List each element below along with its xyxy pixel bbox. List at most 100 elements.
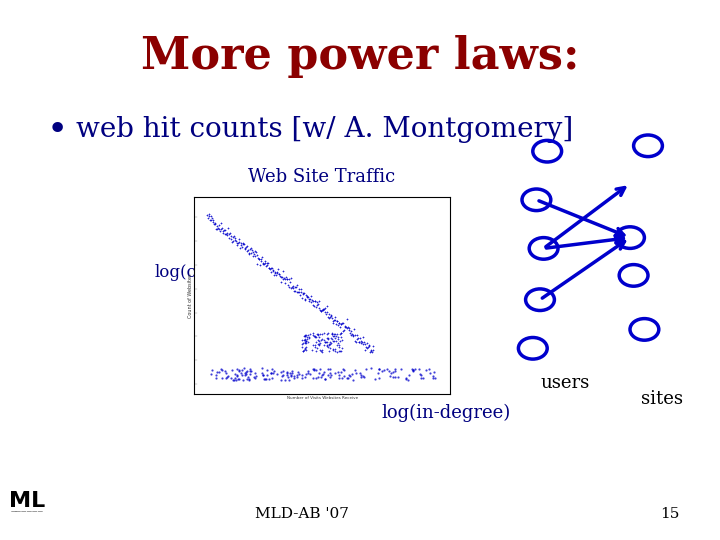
Point [208, 219, 220, 228]
Point [292, 371, 303, 380]
Point [204, 215, 215, 224]
Point [244, 245, 256, 253]
Point [266, 264, 278, 273]
Point [284, 376, 295, 384]
Point [231, 239, 243, 247]
Point [327, 316, 338, 325]
Point [323, 339, 335, 348]
Point [373, 374, 384, 382]
Point [256, 369, 268, 377]
Point [389, 373, 400, 381]
Point [211, 225, 222, 233]
Point [222, 230, 234, 239]
Point [355, 373, 366, 382]
Point [318, 341, 330, 349]
Point [288, 374, 300, 383]
Point [281, 274, 292, 283]
Point [254, 261, 266, 269]
Point [293, 287, 305, 296]
Point [341, 324, 353, 333]
Point [309, 341, 320, 350]
Point [307, 341, 319, 349]
Point [222, 224, 233, 233]
Point [351, 335, 362, 343]
Point [342, 374, 354, 382]
Point [210, 374, 222, 382]
Point [400, 375, 412, 383]
Point [333, 318, 344, 327]
Point [212, 224, 224, 233]
Point [238, 239, 249, 247]
Point [408, 366, 419, 375]
Point [366, 347, 377, 355]
Point [315, 365, 326, 374]
Point [325, 370, 336, 379]
Point [336, 374, 348, 383]
Point [313, 297, 325, 306]
Point [329, 334, 341, 343]
Point [387, 367, 398, 376]
Point [362, 343, 374, 352]
Point [295, 285, 307, 293]
Point [318, 370, 329, 379]
Point [300, 346, 312, 354]
Point [315, 307, 327, 315]
Point [320, 309, 332, 318]
Point [334, 323, 346, 332]
Text: Zipf: Zipf [266, 235, 316, 256]
Point [300, 336, 311, 345]
Point [273, 269, 284, 278]
Point [337, 319, 348, 328]
Point [354, 338, 365, 346]
Point [315, 347, 327, 355]
Point [359, 340, 371, 348]
Point [311, 298, 323, 307]
Point [244, 367, 256, 376]
Point [251, 251, 263, 259]
Text: sites: sites [642, 389, 683, 408]
Point [241, 246, 253, 255]
Point [266, 369, 277, 378]
Point [246, 367, 257, 376]
Point [245, 244, 256, 252]
Point [281, 371, 292, 380]
Point [330, 320, 342, 329]
Point [288, 287, 300, 295]
Point [325, 310, 336, 319]
Point [310, 302, 322, 311]
Point [277, 367, 289, 375]
Point [299, 338, 310, 346]
Point [243, 249, 254, 258]
Point [259, 259, 271, 267]
Point [341, 314, 352, 323]
Point [240, 244, 251, 253]
Point [265, 369, 276, 377]
Point [333, 368, 344, 377]
Point [322, 313, 333, 321]
Point [217, 229, 228, 238]
Point [312, 300, 323, 309]
Point [308, 301, 320, 310]
Point [229, 374, 240, 382]
Point [203, 212, 215, 220]
Text: ``ebay'': ``ebay'' [353, 260, 423, 280]
Point [237, 371, 248, 380]
Point [322, 308, 333, 316]
Point [230, 235, 241, 244]
Point [335, 333, 346, 341]
Point [314, 337, 325, 346]
Point [234, 244, 246, 253]
Point [233, 366, 245, 374]
Point [299, 339, 310, 348]
Point [282, 280, 294, 289]
Text: MLD-AB '07: MLD-AB '07 [256, 507, 349, 521]
Point [249, 252, 261, 260]
Point [319, 307, 330, 316]
Point [292, 281, 303, 289]
Point [276, 266, 288, 275]
Point [351, 330, 363, 339]
Point [360, 364, 372, 373]
Point [305, 298, 316, 307]
Point [237, 239, 248, 248]
Point [285, 371, 297, 380]
